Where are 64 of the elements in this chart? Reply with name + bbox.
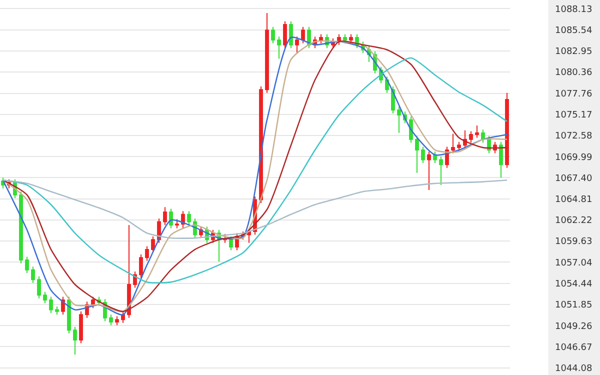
- candlestick: [469, 130, 473, 144]
- candlestick: [457, 141, 461, 152]
- candlestick: [121, 310, 125, 324]
- y-tick-label: 1064.81: [555, 194, 592, 205]
- y-tick-label: 1069.99: [555, 152, 592, 163]
- candlestick: [151, 236, 155, 254]
- y-tick-label: 1082.95: [555, 47, 592, 58]
- candlestick: [73, 326, 77, 356]
- candlestick: [169, 208, 173, 229]
- candlestick: [439, 156, 443, 186]
- candlestick: [295, 36, 299, 54]
- candlestick: [499, 141, 503, 178]
- y-tick-label: 1046.67: [555, 342, 592, 353]
- y-tick-label: 1072.58: [555, 132, 592, 142]
- candlestick: [265, 12, 269, 94]
- candlestick: [43, 291, 47, 304]
- candlestick: [19, 191, 23, 264]
- line-series: [2, 180, 508, 239]
- y-tick-label: 1080.36: [555, 68, 592, 78]
- candlestick: [349, 34, 353, 44]
- candlestick: [505, 92, 509, 168]
- candlestick: [481, 129, 485, 144]
- candlestick: [31, 266, 35, 284]
- candlestick: [145, 246, 149, 262]
- candlestick: [25, 256, 29, 274]
- candlestick: [55, 306, 59, 316]
- candlestick: [127, 224, 131, 318]
- candlestick: [67, 296, 71, 334]
- candlestick: [175, 218, 179, 229]
- candlestick: [79, 310, 83, 344]
- y-tick-label: 1062.22: [555, 216, 592, 226]
- candlestick: [475, 125, 479, 138]
- candlestick: [433, 151, 437, 164]
- y-tick-label: 1054.44: [555, 280, 592, 290]
- candlestick: [49, 296, 53, 314]
- y-tick-label: 1059.63: [555, 237, 592, 248]
- candlestick: [109, 314, 113, 326]
- y-tick-label: 1075.17: [555, 110, 592, 121]
- y-tick-label: 1049.26: [555, 322, 592, 332]
- y-tick-label: 1088.13: [555, 4, 592, 15]
- candlestick: [421, 146, 425, 164]
- candlestick: [139, 254, 143, 278]
- candlestick: [427, 151, 431, 190]
- candlestick: [415, 136, 419, 174]
- candlestick: [283, 20, 287, 49]
- y-tick-label: 1067.40: [555, 174, 592, 184]
- y-tick-label: 1044.08: [555, 364, 592, 374]
- candlestick: [319, 34, 323, 44]
- candlestick: [277, 36, 281, 60]
- candlestick: [187, 210, 191, 226]
- candlestick: [259, 86, 263, 204]
- candlestick: [115, 316, 119, 326]
- y-tick-label: 1057.04: [555, 258, 592, 268]
- candlestick: [271, 26, 275, 44]
- y-tick-label: 1085.54: [555, 26, 592, 36]
- candlestick: [451, 133, 455, 154]
- candlestick: [229, 236, 233, 251]
- y-tick-label: 1051.85: [555, 300, 592, 311]
- candlestick: [289, 20, 293, 49]
- y-tick-label: 1077.76: [555, 89, 592, 100]
- candlestick: [163, 206, 167, 226]
- candlestick: [37, 276, 41, 299]
- candlestick: [397, 106, 401, 134]
- candlestick: [301, 26, 305, 44]
